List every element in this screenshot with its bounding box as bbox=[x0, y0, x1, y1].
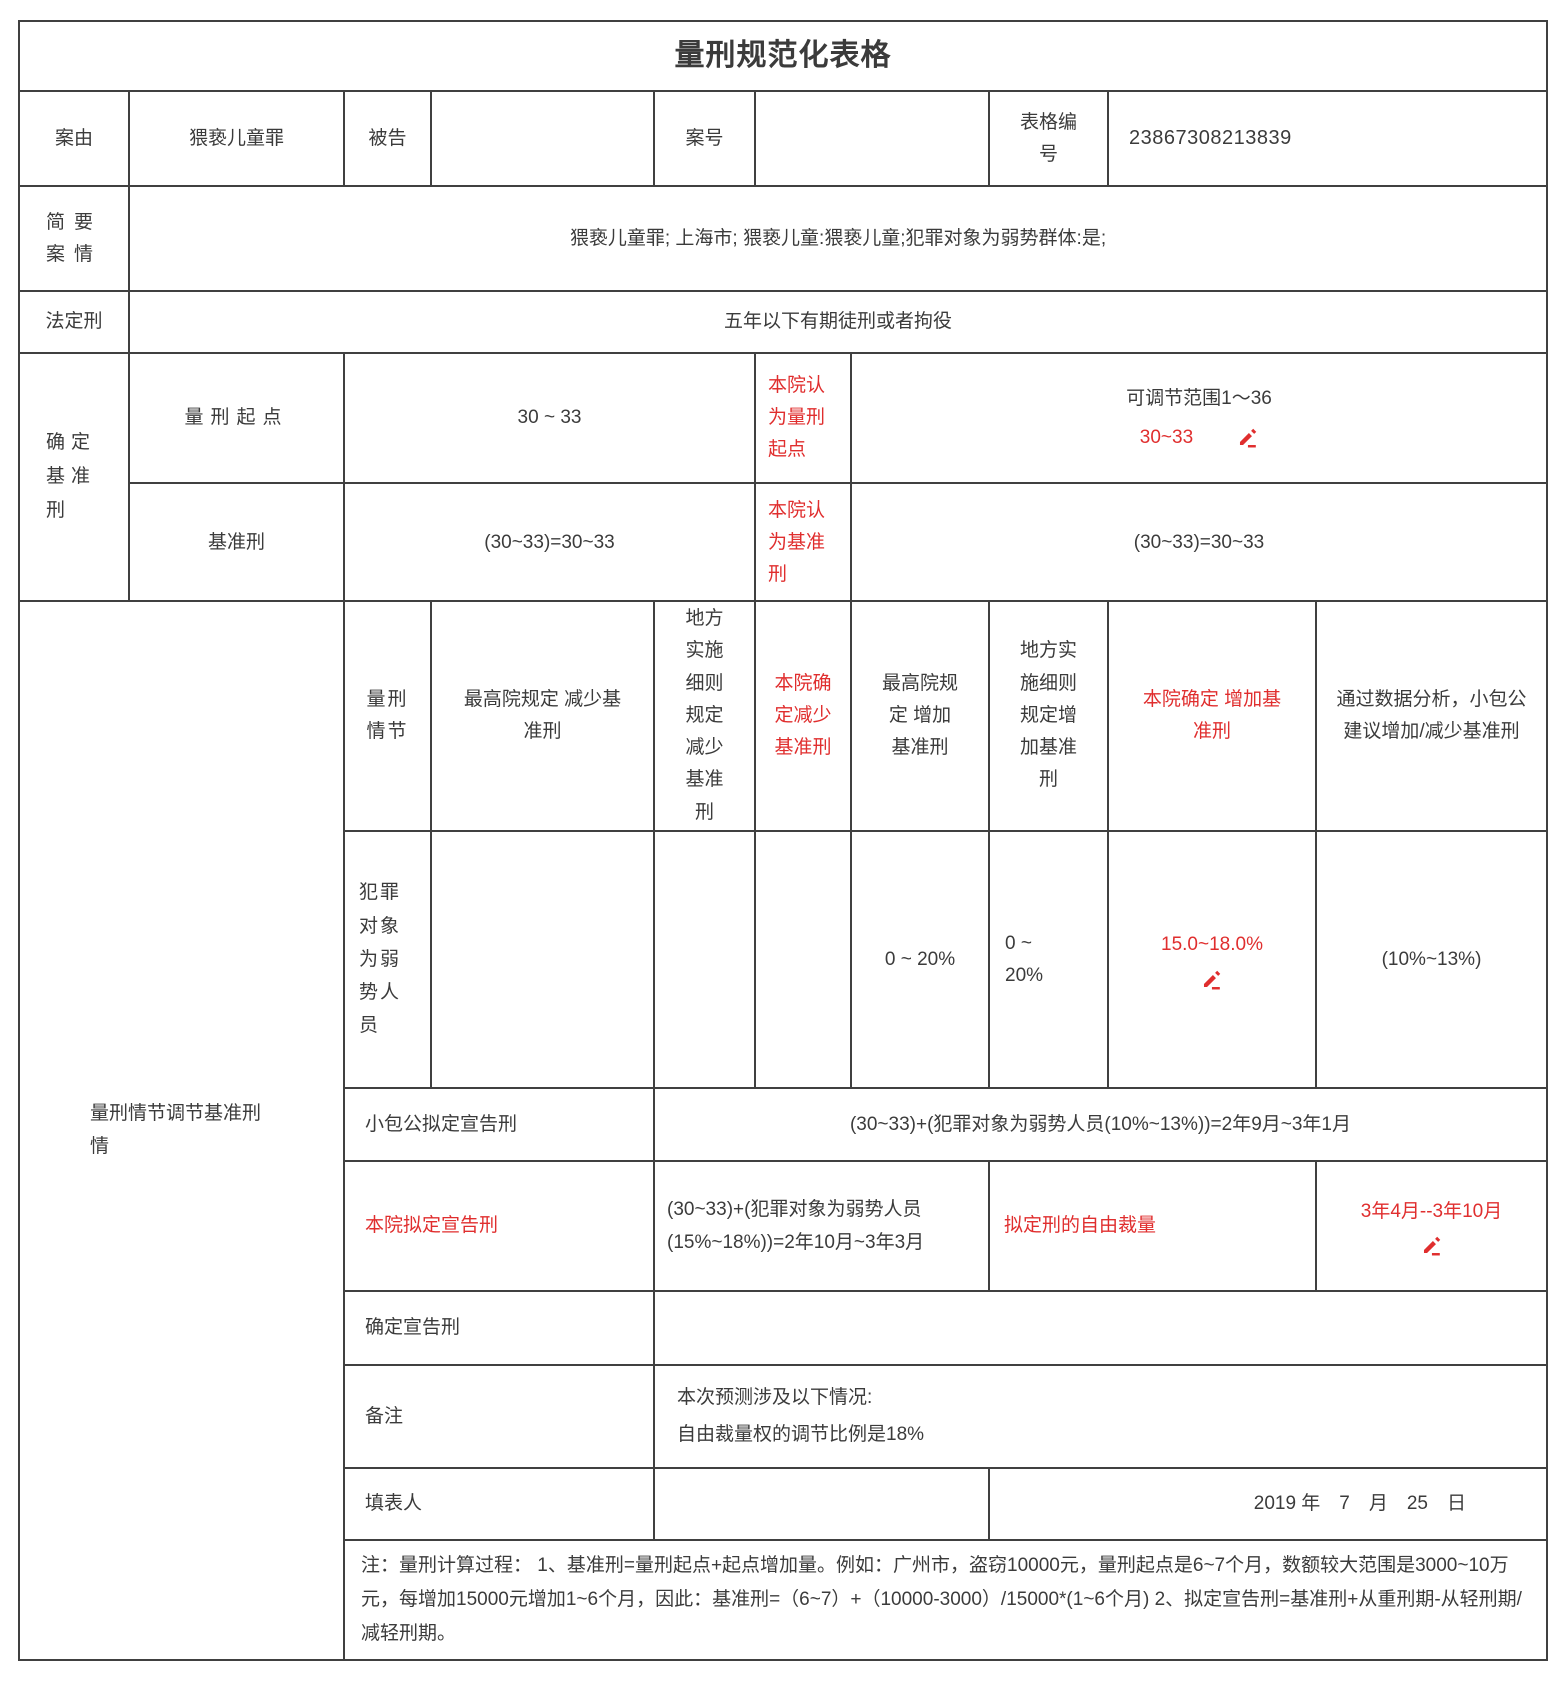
xbg-proposed-label: 小包公拟定宣告刑 bbox=[345, 1089, 655, 1160]
edit-pencil-icon[interactable] bbox=[1237, 427, 1258, 448]
sc-increase-value: 0 ~ 20% bbox=[852, 832, 990, 1087]
header-court-reduce: 本院确定减少基准刑 bbox=[756, 602, 852, 830]
court-proposed-formula: (30~33)+(犯罪对象为弱势人员(15%~18%))=2年10月~3年3月 bbox=[655, 1162, 990, 1290]
remarks-row: 备注 本次预测涉及以下情况: 自由裁量权的调节比例是18% bbox=[345, 1366, 1546, 1469]
sentencing-start-label: 量刑起点 bbox=[130, 354, 345, 482]
court-proposed-label: 本院拟定宣告刑 bbox=[345, 1162, 655, 1290]
base-penalty-value: (30~33)=30~33 bbox=[345, 484, 756, 602]
brief-facts-label: 简要案情 bbox=[20, 187, 130, 290]
brief-facts-row: 简要案情 猥亵儿童罪; 上海市; 猥亵儿童:猥亵儿童;犯罪对象为弱势群体:是; bbox=[20, 187, 1546, 292]
cause-value: 猥亵儿童罪 bbox=[130, 92, 345, 185]
court-reduce-value bbox=[756, 832, 852, 1087]
form-number-label: 表格编号 bbox=[990, 92, 1109, 185]
statutory-penalty-value: 五年以下有期徒刑或者拘役 bbox=[723, 311, 952, 333]
discretion-value: 3年4月--3年10月 bbox=[1360, 1200, 1503, 1222]
header-circumstance: 量刑情节 bbox=[345, 602, 432, 830]
form-filler-label: 填表人 bbox=[345, 1469, 655, 1539]
local-increase-value: 0 ~ 20% bbox=[990, 832, 1109, 1087]
header-local-reduce: 地方实施细则规定减少基准刑 bbox=[655, 602, 756, 830]
remarks-value: 本次预测涉及以下情况: 自由裁量权的调节比例是18% bbox=[677, 1387, 925, 1445]
header-suggestion: 通过数据分析，小包公建议增加/减少基准刑 bbox=[1336, 688, 1527, 742]
court-proposed-row: 本院拟定宣告刑 (30~33)+(犯罪对象为弱势人员(15%~18%))=2年1… bbox=[345, 1162, 1546, 1292]
xbg-proposed-row: 小包公拟定宣告刑 (30~33)+(犯罪对象为弱势人员(10%~13%))=2年… bbox=[345, 1089, 1546, 1162]
edit-pencil-icon[interactable] bbox=[1201, 969, 1222, 990]
adjustment-header-row: 量刑情节 最高院规定 减少基准刑 地方实施细则规定减少基准刑 本院确定减少基准刑… bbox=[345, 602, 1546, 832]
calculation-note-row: 注：量刑计算过程： 1、基准刑=量刑起点+起点增加量。例如：广州市，盗窃1000… bbox=[345, 1541, 1546, 1659]
defendant-value bbox=[432, 92, 655, 185]
court-base-opinion-label: 本院认为基准刑 bbox=[756, 484, 852, 602]
remarks-label: 备注 bbox=[345, 1366, 655, 1467]
sentencing-start-value: 30 ~ 33 bbox=[345, 354, 756, 482]
final-sentence-label: 确定宣告刑 bbox=[345, 1292, 655, 1364]
local-reduce-value bbox=[655, 832, 756, 1087]
fill-date: 2019 年 7 月 25 日 bbox=[1253, 1493, 1466, 1515]
sc-reduce-value bbox=[432, 832, 655, 1087]
form-filler-value bbox=[655, 1469, 990, 1539]
form-number-value: 23867308213839 bbox=[1129, 127, 1292, 149]
circumstance-row: 犯罪对象为弱势人员 0 ~ 20% 0 ~ 20% 15.0~18.0% (10… bbox=[345, 832, 1546, 1089]
base-penalty-section-label: 确定基准刑 bbox=[20, 354, 130, 600]
adjustable-range-note: 可调节范围1～36 bbox=[1126, 387, 1272, 409]
case-info-row: 案由 猥亵儿童罪 被告 案号 表格编号 23867308213839 bbox=[20, 92, 1546, 187]
circumstance-name: 犯罪对象为弱势人员 bbox=[345, 832, 432, 1087]
title-row: 量刑规范化表格 bbox=[20, 22, 1546, 92]
court-increase-cell: 15.0~18.0% bbox=[1109, 832, 1317, 1087]
base-penalty-label: 基准刑 bbox=[130, 484, 345, 602]
base-penalty-section: 确定基准刑 量刑起点 30 ~ 33 本院认为量刑起点 可调节范围1～36 30… bbox=[20, 354, 1546, 602]
header-sc-increase: 最高院规定 增加基准刑 bbox=[852, 602, 990, 830]
base-penalty-row: 基准刑 (30~33)=30~33 本院认为基准刑 (30~33)=30~33 bbox=[130, 484, 1546, 602]
adjustment-section-label: 量刑情节调节基准刑情 bbox=[20, 602, 345, 1659]
final-sentence-row: 确定宣告刑 bbox=[345, 1292, 1546, 1366]
statutory-penalty-label: 法定刑 bbox=[20, 292, 130, 352]
sentencing-start-row: 量刑起点 30 ~ 33 本院认为量刑起点 可调节范围1～36 30~33 bbox=[130, 354, 1546, 484]
court-base-value: (30~33)=30~33 bbox=[1133, 532, 1265, 554]
brief-facts-value: 猥亵儿童罪; 上海市; 猥亵儿童:猥亵儿童;犯罪对象为弱势群体:是; bbox=[569, 227, 1107, 249]
adjustment-section: 量刑情节调节基准刑情 量刑情节 最高院规定 减少基准刑 地方实施细则规定减少基准… bbox=[20, 602, 1546, 1659]
suggestion-value: (10%~13%) bbox=[1381, 948, 1482, 970]
page-title: 量刑规范化表格 bbox=[674, 39, 892, 73]
edit-pencil-icon[interactable] bbox=[1421, 1235, 1442, 1256]
case-number-label: 案号 bbox=[655, 92, 756, 185]
discretion-cell: 3年4月--3年10月 bbox=[1317, 1162, 1546, 1290]
case-number-value bbox=[756, 92, 990, 185]
sentencing-table: 量刑规范化表格 案由 猥亵儿童罪 被告 案号 表格编号 238673082138… bbox=[18, 20, 1548, 1661]
discretion-label: 拟定刑的自由裁量 bbox=[990, 1162, 1317, 1290]
cause-label: 案由 bbox=[20, 92, 130, 185]
court-increase-value: 15.0~18.0% bbox=[1161, 934, 1263, 956]
calculation-note: 注：量刑计算过程： 1、基准刑=量刑起点+起点增加量。例如：广州市，盗窃1000… bbox=[361, 1554, 1522, 1645]
final-sentence-value bbox=[655, 1292, 1546, 1364]
header-sc-reduce: 最高院规定 减少基准刑 bbox=[432, 602, 655, 830]
header-court-increase: 本院确定 增加基准刑 bbox=[1109, 602, 1317, 830]
court-start-opinion-label: 本院认为量刑起点 bbox=[756, 354, 852, 482]
statutory-penalty-row: 法定刑 五年以下有期徒刑或者拘役 bbox=[20, 292, 1546, 354]
xbg-proposed-value: (30~33)+(犯罪对象为弱势人员(10%~13%))=2年9月~3年1月 bbox=[849, 1113, 1352, 1135]
court-start-value: 30~33 bbox=[1139, 427, 1194, 448]
form-filler-row: 填表人 2019 年 7 月 25 日 bbox=[345, 1469, 1546, 1541]
header-local-increase: 地方实施细则规定增加基准刑 bbox=[990, 602, 1109, 830]
defendant-label: 被告 bbox=[345, 92, 432, 185]
court-start-opinion-cell: 可调节范围1～36 30~33 bbox=[852, 354, 1546, 482]
